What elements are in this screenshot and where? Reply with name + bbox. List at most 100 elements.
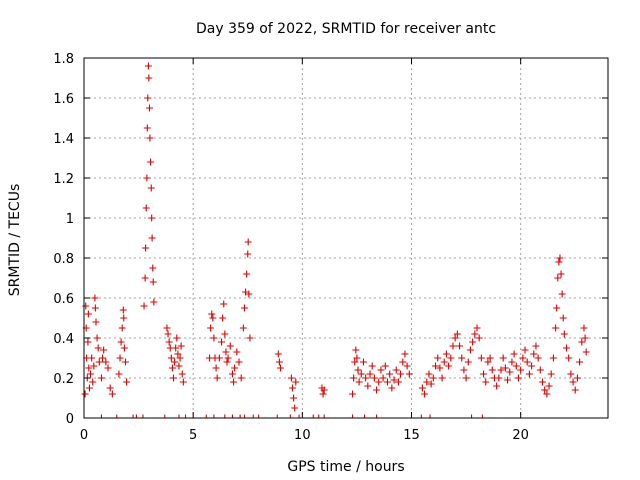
data-point	[442, 350, 450, 358]
data-point	[143, 174, 151, 182]
data-point	[366, 370, 374, 378]
data-point	[569, 378, 577, 386]
y-tick-label: 1.8	[53, 52, 74, 67]
x-tick-label: 10	[294, 428, 311, 443]
data-point	[484, 358, 492, 366]
data-point	[512, 362, 520, 370]
data-point	[370, 374, 378, 382]
data-point	[451, 334, 459, 342]
data-point	[477, 354, 485, 362]
data-point	[176, 354, 184, 362]
data-point	[146, 134, 154, 142]
data-point	[148, 214, 156, 222]
data-point	[373, 386, 381, 394]
data-point	[580, 324, 588, 332]
data-point	[354, 366, 362, 374]
data-point	[222, 348, 230, 356]
data-point	[210, 334, 218, 342]
data-point-zero	[286, 414, 294, 419]
data-point	[482, 378, 490, 386]
data-point	[290, 394, 298, 402]
data-point	[521, 346, 529, 354]
data-point-zero	[132, 414, 140, 419]
data-point	[277, 364, 284, 372]
data-point	[143, 124, 151, 132]
tick-labels: 0 5 10 15 20 0 0.2 0.4 0.6 0.8 1 1.2 1.4 1.6 1.8	[53, 52, 529, 443]
data-point	[120, 344, 128, 352]
data-point-zero	[273, 414, 281, 419]
data-point	[97, 374, 105, 382]
data-point	[504, 376, 512, 384]
x-tick-label: 20	[512, 428, 529, 443]
data-point	[399, 358, 407, 366]
data-point	[163, 324, 171, 332]
data-point	[445, 362, 453, 370]
data-point	[460, 366, 468, 374]
data-point	[164, 330, 172, 338]
data-point	[553, 304, 561, 312]
data-point	[539, 378, 546, 386]
data-point	[565, 354, 573, 362]
data-point	[319, 390, 327, 398]
data-point	[95, 358, 103, 366]
x-axis-label: GPS time / hours	[287, 459, 404, 475]
data-point	[377, 366, 385, 374]
data-point	[557, 270, 565, 278]
data-point	[90, 362, 98, 370]
data-point	[447, 354, 455, 362]
data-point	[355, 378, 363, 386]
data-point-zero	[255, 414, 263, 419]
y-tick-label: 0	[66, 412, 74, 427]
data-point	[458, 354, 466, 362]
data-point	[436, 364, 444, 372]
data-point	[170, 374, 178, 382]
data-point-zero	[240, 414, 248, 419]
data-point	[144, 94, 152, 102]
data-point-zero	[478, 414, 486, 419]
data-point	[149, 264, 157, 272]
data-point	[145, 74, 153, 82]
data-point	[532, 342, 540, 350]
data-point	[230, 378, 238, 386]
data-point-zero	[175, 414, 183, 419]
data-point	[218, 338, 226, 346]
data-point	[226, 342, 234, 350]
data-point	[352, 346, 360, 354]
data-point	[350, 374, 358, 382]
data-point	[418, 384, 426, 392]
data-point-zero	[228, 414, 236, 419]
data-point	[104, 364, 112, 372]
data-point-zero	[161, 414, 169, 419]
data-point	[208, 310, 216, 318]
data-point	[519, 354, 527, 362]
data-point	[212, 364, 220, 372]
data-point	[237, 374, 245, 382]
data-point	[121, 358, 129, 366]
data-point	[517, 366, 525, 374]
data-point-zero	[373, 414, 381, 419]
data-point	[106, 384, 114, 392]
data-point	[275, 358, 283, 366]
data-point	[93, 334, 101, 342]
data-point	[571, 386, 579, 394]
data-point	[239, 324, 247, 332]
data-point	[501, 364, 509, 372]
x-tick-label: 0	[80, 428, 88, 443]
data-point	[555, 258, 563, 266]
data-point	[386, 370, 394, 378]
data-point	[219, 314, 227, 322]
data-point	[549, 354, 557, 362]
data-point-zero	[113, 414, 121, 419]
data-point	[469, 338, 477, 346]
data-point	[421, 390, 429, 398]
data-point	[173, 334, 181, 342]
data-point	[552, 324, 560, 332]
data-point	[497, 366, 505, 374]
data-point	[91, 294, 99, 302]
data-point	[362, 374, 370, 382]
data-point	[506, 368, 514, 376]
data-point	[224, 354, 232, 362]
data-point	[88, 354, 96, 362]
data-point	[486, 354, 494, 362]
